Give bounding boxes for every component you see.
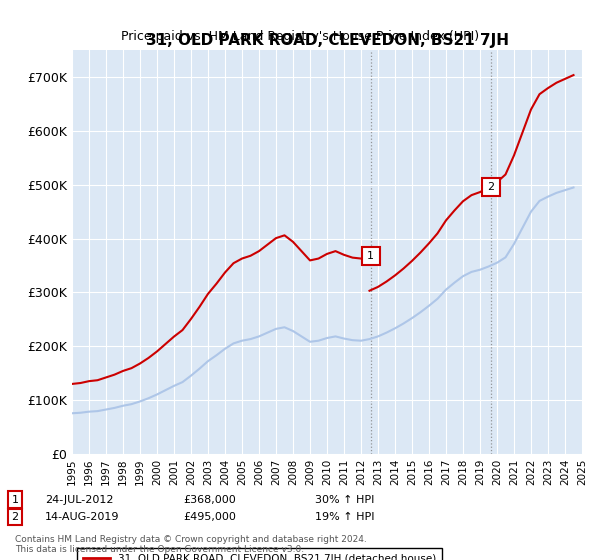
Text: 2: 2 — [487, 183, 494, 193]
Text: 30% ↑ HPI: 30% ↑ HPI — [315, 494, 374, 505]
Text: 2: 2 — [11, 512, 19, 522]
Title: 31, OLD PARK ROAD, CLEVEDON, BS21 7JH: 31, OLD PARK ROAD, CLEVEDON, BS21 7JH — [146, 33, 509, 48]
Legend: 31, OLD PARK ROAD, CLEVEDON, BS21 7JH (detached house), HPI: Average price, deta: 31, OLD PARK ROAD, CLEVEDON, BS21 7JH (d… — [77, 548, 442, 560]
Text: Price paid vs. HM Land Registry's House Price Index (HPI): Price paid vs. HM Land Registry's House … — [121, 30, 479, 43]
Text: £368,000: £368,000 — [183, 494, 236, 505]
Text: 1: 1 — [11, 494, 19, 505]
Text: 1: 1 — [367, 251, 374, 261]
Text: 24-JUL-2012: 24-JUL-2012 — [45, 494, 113, 505]
Text: 19% ↑ HPI: 19% ↑ HPI — [315, 512, 374, 522]
Text: Contains HM Land Registry data © Crown copyright and database right 2024.
This d: Contains HM Land Registry data © Crown c… — [15, 535, 367, 554]
Text: £495,000: £495,000 — [183, 512, 236, 522]
Text: 14-AUG-2019: 14-AUG-2019 — [45, 512, 119, 522]
